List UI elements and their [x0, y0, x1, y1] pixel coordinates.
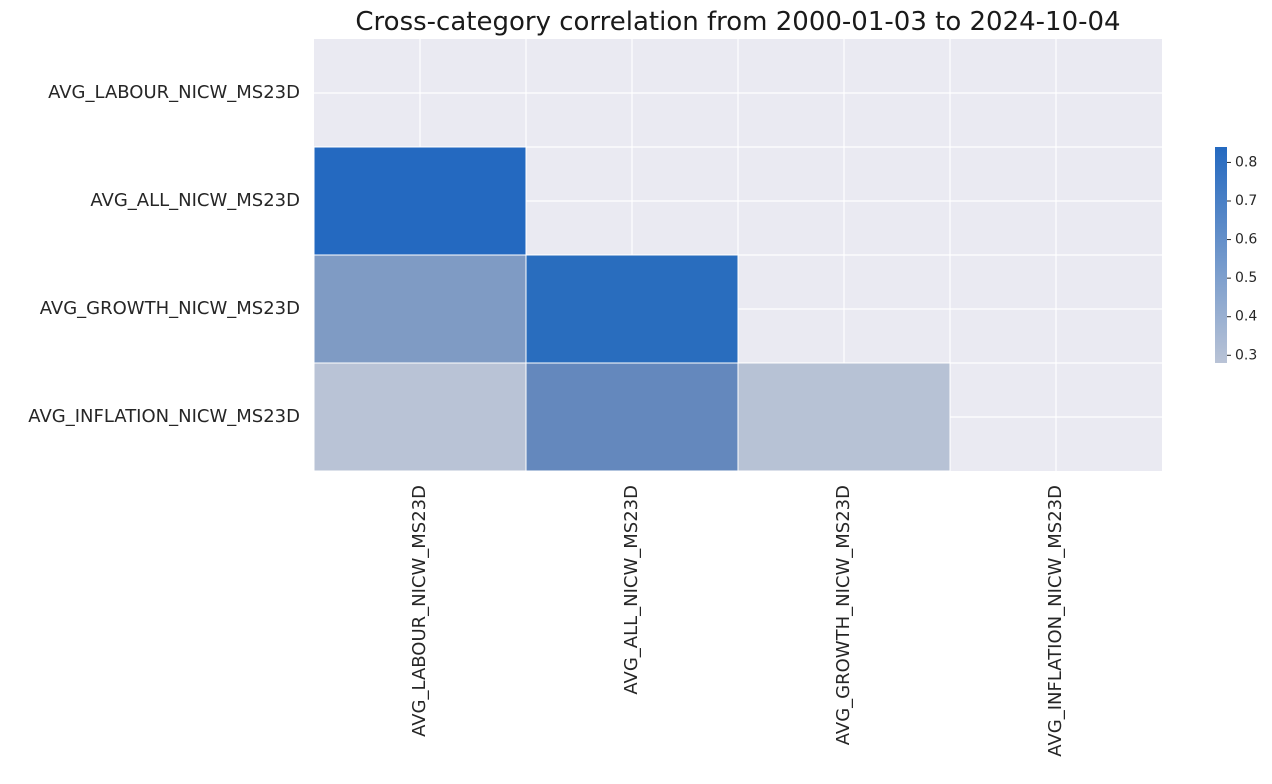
column-label: AVG_GROWTH_NICW_MS23D: [833, 485, 854, 745]
colorbar-tick-label: 0.5: [1235, 270, 1257, 286]
colorbar-tick-label: 0.4: [1235, 309, 1257, 325]
column-label: AVG_LABOUR_NICW_MS23D: [409, 485, 430, 737]
heatmap-cell: [737, 362, 951, 472]
row-label: AVG_ALL_NICW_MS23D: [90, 190, 300, 211]
colorbar-tick-label: 0.6: [1235, 232, 1257, 248]
heatmap-cell: [313, 146, 527, 256]
colorbar-ticks: 0.8 0.7 0.6 0.5 0.4 0.3: [1227, 154, 1257, 363]
row-label: AVG_GROWTH_NICW_MS23D: [40, 298, 300, 319]
colorbar: 0.8 0.7 0.6 0.5 0.4 0.3: [1215, 147, 1257, 363]
colorbar-gradient: [1215, 147, 1227, 363]
row-label: AVG_INFLATION_NICW_MS23D: [28, 406, 300, 427]
row-label: AVG_LABOUR_NICW_MS23D: [48, 82, 300, 103]
heatmap-cells: [313, 146, 951, 472]
colorbar-tick-label: 0.8: [1235, 154, 1257, 170]
heatmap-cell: [525, 254, 739, 364]
colorbar-tick-label: 0.3: [1235, 347, 1257, 363]
heatmap-cell: [313, 362, 527, 472]
heatmap-cell: [313, 254, 527, 364]
y-axis-tick-labels: AVG_LABOUR_NICW_MS23D AVG_ALL_NICW_MS23D A…: [28, 82, 300, 427]
colorbar-tick-label: 0.7: [1235, 193, 1257, 209]
heatmap-cell: [525, 362, 739, 472]
x-axis-tick-labels: AVG_LABOUR_NICW_MS23D AVG_ALL_NICW_MS23D A…: [409, 485, 1066, 757]
column-label: AVG_ALL_NICW_MS23D: [621, 485, 642, 695]
chart-title: Cross-category correlation from 2000-01-…: [355, 7, 1120, 37]
column-label: AVG_INFLATION_NICW_MS23D: [1045, 485, 1066, 757]
